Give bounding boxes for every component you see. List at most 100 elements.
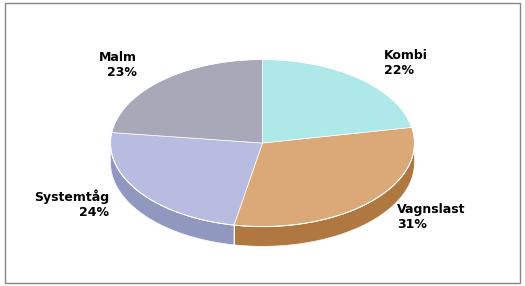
Polygon shape	[112, 59, 262, 143]
Polygon shape	[182, 214, 184, 234]
Text: Vagnslast
31%: Vagnslast 31%	[397, 203, 465, 231]
Polygon shape	[329, 218, 331, 238]
Polygon shape	[386, 190, 388, 211]
Polygon shape	[249, 226, 251, 246]
Polygon shape	[389, 188, 391, 209]
Polygon shape	[117, 168, 118, 189]
Polygon shape	[264, 227, 266, 246]
Polygon shape	[139, 191, 140, 212]
Polygon shape	[261, 227, 264, 246]
Polygon shape	[388, 189, 389, 210]
Polygon shape	[201, 219, 203, 240]
Polygon shape	[192, 217, 194, 237]
Polygon shape	[172, 210, 174, 231]
Polygon shape	[132, 186, 133, 206]
Polygon shape	[392, 186, 393, 206]
Polygon shape	[402, 175, 403, 196]
Polygon shape	[333, 217, 335, 237]
Polygon shape	[292, 225, 295, 245]
Polygon shape	[134, 188, 136, 209]
Polygon shape	[313, 221, 316, 242]
Polygon shape	[133, 187, 134, 208]
Polygon shape	[395, 182, 396, 203]
Polygon shape	[251, 226, 254, 246]
Polygon shape	[345, 212, 348, 233]
Polygon shape	[343, 213, 345, 234]
Polygon shape	[331, 217, 333, 237]
Polygon shape	[274, 226, 276, 246]
Polygon shape	[130, 183, 131, 204]
Polygon shape	[285, 225, 288, 245]
Polygon shape	[364, 204, 366, 225]
Polygon shape	[203, 220, 205, 240]
Polygon shape	[234, 144, 414, 246]
Polygon shape	[304, 223, 306, 243]
Polygon shape	[318, 221, 320, 241]
Polygon shape	[144, 195, 146, 216]
Polygon shape	[245, 226, 247, 246]
Polygon shape	[306, 223, 309, 243]
Polygon shape	[116, 165, 117, 186]
Polygon shape	[214, 222, 216, 243]
Polygon shape	[348, 212, 349, 232]
Polygon shape	[120, 173, 121, 194]
Polygon shape	[368, 202, 370, 223]
Polygon shape	[408, 165, 409, 186]
Polygon shape	[237, 225, 240, 245]
Polygon shape	[196, 218, 198, 239]
Polygon shape	[115, 163, 116, 184]
Polygon shape	[406, 169, 407, 190]
Polygon shape	[114, 161, 115, 182]
Polygon shape	[174, 211, 176, 231]
Polygon shape	[122, 175, 123, 196]
Polygon shape	[407, 168, 408, 189]
Polygon shape	[373, 199, 374, 220]
Polygon shape	[177, 212, 180, 233]
Polygon shape	[123, 176, 124, 197]
Polygon shape	[226, 224, 228, 244]
Polygon shape	[161, 205, 163, 226]
Polygon shape	[290, 225, 292, 245]
Polygon shape	[230, 225, 233, 245]
Polygon shape	[194, 218, 196, 238]
Polygon shape	[121, 174, 122, 195]
Polygon shape	[341, 214, 343, 234]
Polygon shape	[223, 224, 226, 244]
Text: Malm
23%: Malm 23%	[99, 51, 137, 79]
Polygon shape	[207, 221, 209, 241]
Polygon shape	[198, 219, 201, 239]
Polygon shape	[309, 222, 311, 243]
Polygon shape	[403, 174, 404, 195]
Polygon shape	[168, 208, 170, 229]
Text: Kombi
22%: Kombi 22%	[384, 49, 427, 76]
Polygon shape	[157, 203, 159, 224]
Polygon shape	[353, 209, 355, 230]
Polygon shape	[143, 194, 144, 215]
Polygon shape	[399, 179, 400, 200]
Polygon shape	[316, 221, 318, 241]
Polygon shape	[209, 221, 212, 242]
Polygon shape	[259, 227, 261, 246]
Polygon shape	[118, 169, 119, 190]
Polygon shape	[322, 219, 324, 240]
Polygon shape	[320, 220, 322, 240]
Polygon shape	[148, 198, 149, 218]
Polygon shape	[297, 224, 299, 244]
Polygon shape	[288, 225, 290, 245]
Polygon shape	[382, 193, 384, 214]
Polygon shape	[379, 195, 381, 216]
Polygon shape	[355, 208, 357, 229]
Polygon shape	[362, 205, 364, 226]
Polygon shape	[126, 180, 127, 201]
Polygon shape	[339, 214, 341, 235]
Polygon shape	[349, 211, 351, 231]
Polygon shape	[262, 59, 412, 143]
Polygon shape	[127, 181, 129, 202]
Polygon shape	[149, 198, 151, 219]
Polygon shape	[125, 179, 126, 200]
Polygon shape	[283, 226, 285, 246]
Polygon shape	[396, 181, 398, 202]
Polygon shape	[131, 184, 132, 206]
Polygon shape	[140, 192, 141, 213]
Polygon shape	[146, 196, 148, 217]
